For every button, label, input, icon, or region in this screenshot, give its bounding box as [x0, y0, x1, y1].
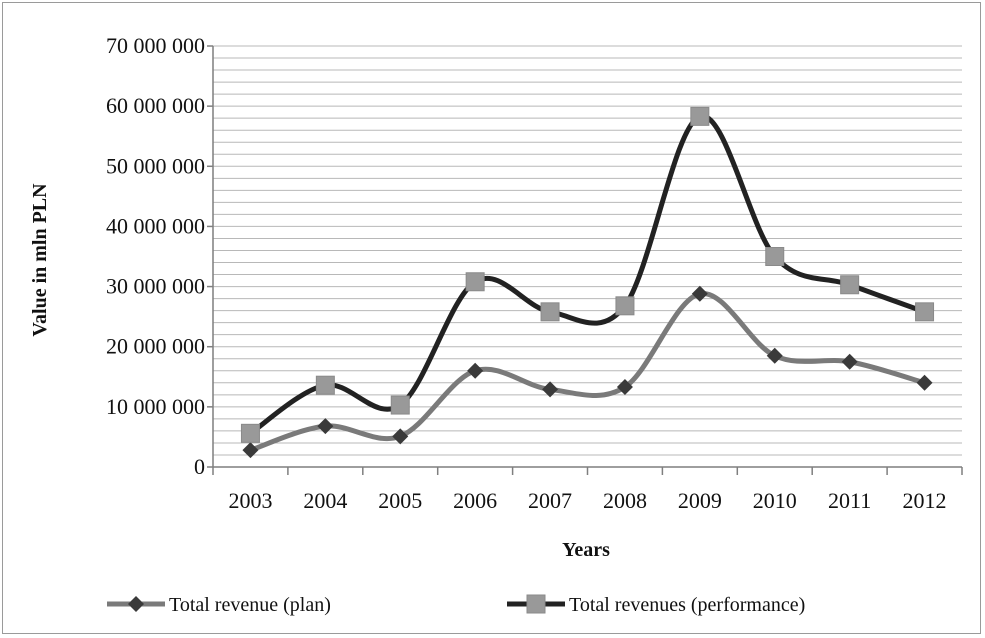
legend-label-plan: Total revenue (plan) — [169, 594, 331, 616]
point-plan-2004 — [317, 418, 334, 435]
point-plan-2012 — [916, 374, 933, 391]
point-plan-2007 — [542, 381, 559, 398]
x-tick-label: 2012 — [903, 488, 947, 513]
y-tick-label: 70 000 000 — [106, 33, 205, 58]
legend-label-performance: Total revenues (performance) — [569, 594, 805, 616]
point-performance-2012 — [915, 302, 935, 322]
axes — [212, 46, 962, 468]
y-tick-label: 0 — [194, 454, 205, 479]
point-performance-2005 — [390, 395, 410, 415]
y-tick-label: 30 000 000 — [106, 274, 205, 299]
legend-item-performance: Total revenues (performance) — [507, 594, 805, 616]
point-plan-2003 — [242, 442, 259, 459]
x-tick-label: 2005 — [378, 488, 422, 513]
x-tick-label: 2008 — [603, 488, 647, 513]
legend: Total revenue (plan) Total revenues (per… — [107, 594, 805, 616]
point-plan-2011 — [841, 353, 858, 370]
series-plan — [242, 285, 933, 459]
series-line-performance — [247, 113, 928, 436]
y-tick-label: 20 000 000 — [106, 334, 205, 359]
series-performance — [240, 106, 935, 443]
point-plan-2010 — [766, 347, 783, 364]
point-performance-2003 — [240, 423, 260, 443]
y-tick-labels: 0 10 000 000 20 000 000 30 000 000 40 000 00… — [106, 33, 213, 479]
y-axis-title: Value in mln PLN — [29, 183, 51, 337]
point-performance-2010 — [765, 247, 785, 266]
point-performance-2006 — [465, 272, 485, 292]
point-plan-2009 — [691, 285, 708, 302]
point-plan-2008 — [616, 379, 633, 396]
series-line-plan — [247, 291, 928, 453]
gridlines — [213, 45, 962, 456]
x-axis-title: Years — [562, 539, 610, 561]
point-plan-2005 — [392, 428, 409, 445]
y-tick-label: 60 000 000 — [106, 93, 205, 118]
x-tick-label: 2003 — [228, 488, 272, 513]
point-plan-2006 — [467, 362, 484, 379]
legend-marker-performance — [526, 594, 546, 614]
x-tick-label: 2010 — [753, 488, 797, 513]
point-performance-2004 — [315, 375, 335, 395]
point-performance-2008 — [615, 296, 635, 316]
y-tick-label: 10 000 000 — [106, 394, 205, 419]
point-performance-2007 — [540, 302, 560, 322]
legend-marker-plan — [128, 596, 144, 612]
point-performance-2011 — [840, 275, 860, 295]
x-tick-label: 2007 — [528, 488, 572, 513]
legend-item-plan: Total revenue (plan) — [107, 594, 331, 616]
x-tick-label: 2004 — [303, 488, 347, 513]
x-tick-label: 2006 — [453, 488, 497, 513]
x-tick-labels: 2003 2004 2005 2006 2007 2008 2009 2010 2011 2012 — [212, 467, 963, 513]
x-tick-label: 2009 — [678, 488, 722, 513]
x-tick-label: 2011 — [828, 488, 871, 513]
point-performance-2009 — [690, 106, 710, 126]
y-tick-label: 50 000 000 — [106, 153, 205, 178]
series — [240, 106, 935, 459]
y-tick-label: 40 000 000 — [106, 213, 205, 238]
